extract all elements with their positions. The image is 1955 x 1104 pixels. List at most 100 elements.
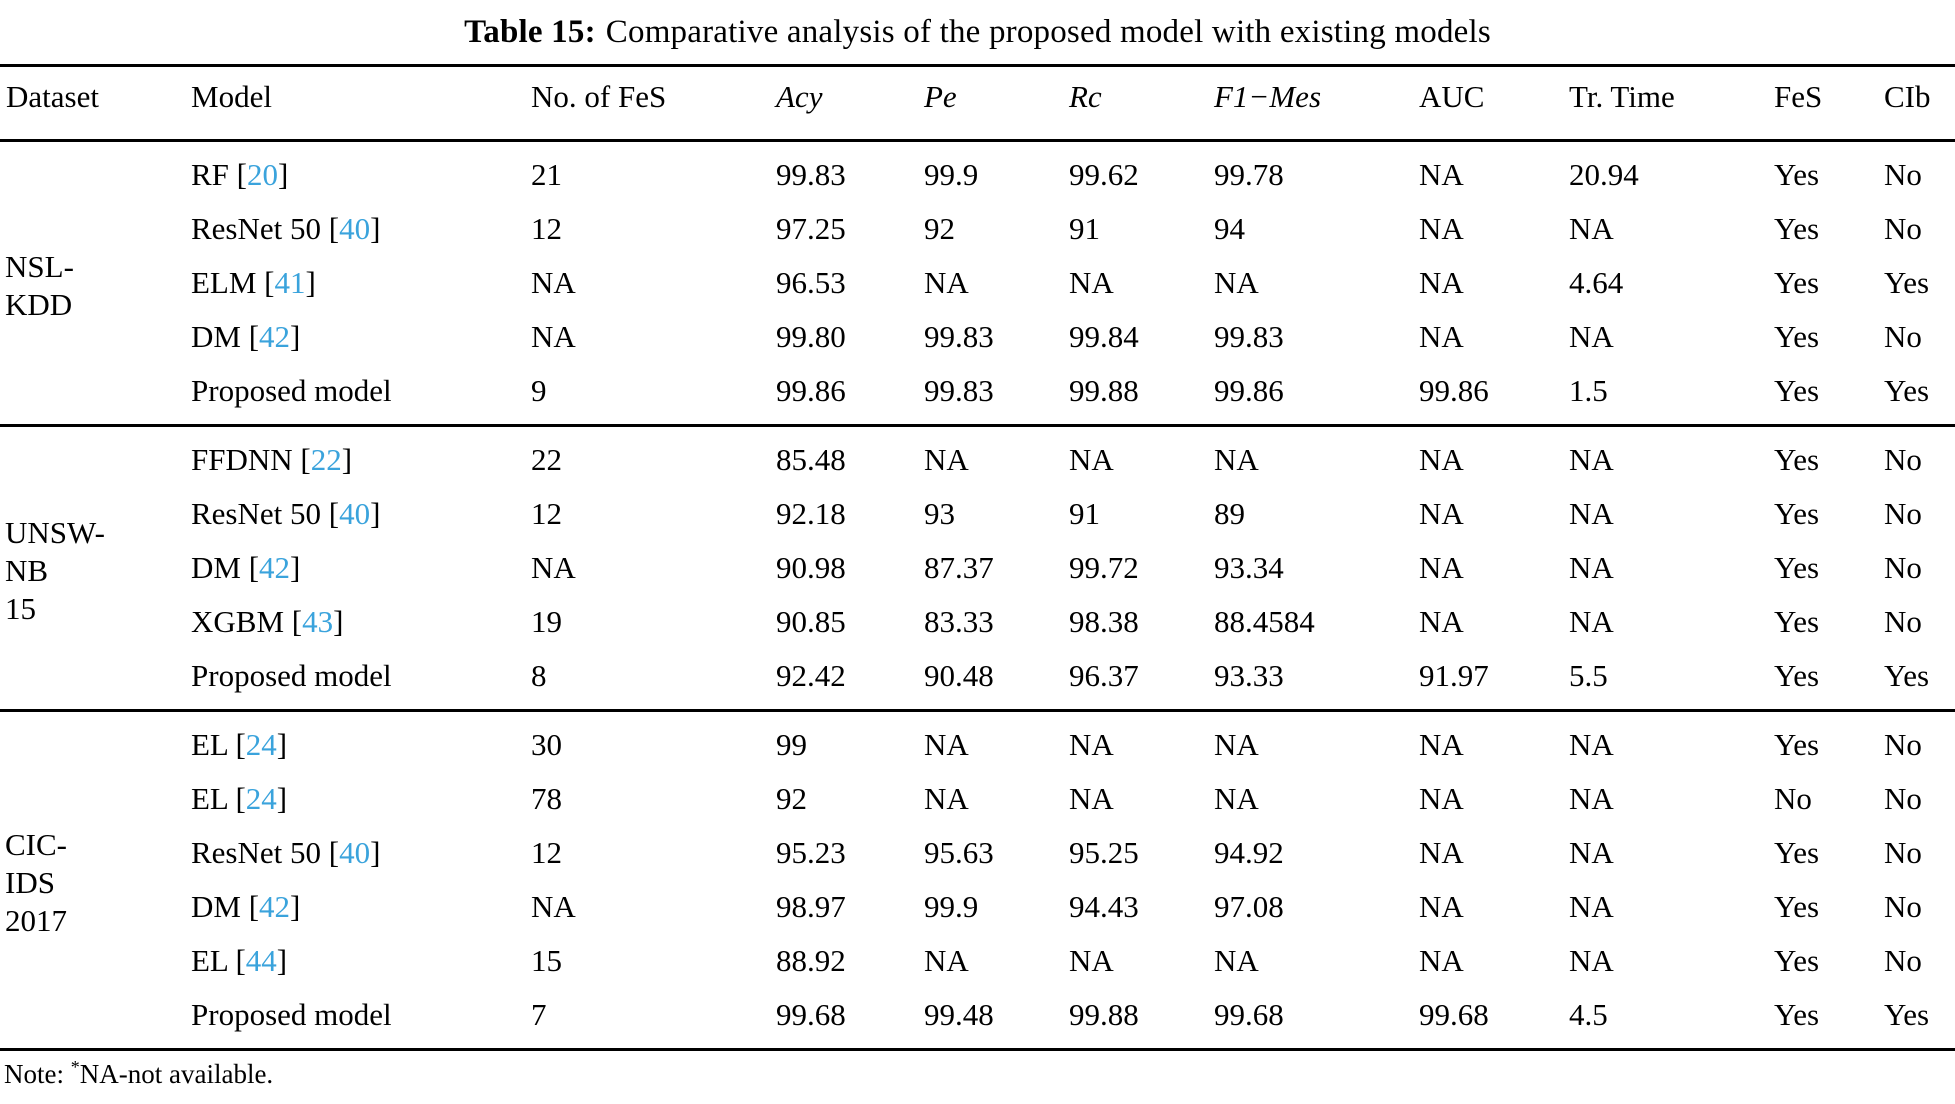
value-cell: NA [1214, 442, 1259, 477]
table-row: XGBM [43] 19 90.85 83.33 98.38 88.4584 NA NA Yes… [0, 595, 1955, 649]
value-cell: Yes [1774, 943, 1820, 978]
value-cell: 4.64 [1569, 265, 1624, 300]
value-cell: NA [1569, 442, 1614, 477]
citation-link[interactable]: 24 [245, 781, 277, 816]
model-cell: EL [24] [191, 727, 288, 762]
value-cell: Yes [1774, 727, 1820, 762]
table-row: DM [42] NA 99.80 99.83 99.84 99.83 NA NA Yes No [0, 310, 1955, 364]
citation-link[interactable]: 20 [247, 157, 278, 192]
model-cell: ResNet 50 [40] [191, 835, 381, 870]
table-row: EL [24] 78 92 NA NA NA NA NA No No [0, 772, 1955, 826]
value-cell: Yes [1774, 211, 1820, 246]
value-cell: No [1884, 442, 1922, 477]
value-cell: 98.38 [1069, 604, 1139, 639]
citation-link[interactable]: 40 [339, 211, 371, 246]
value-cell: 99.72 [1069, 550, 1139, 585]
value-cell: 99.83 [924, 373, 994, 408]
value-cell: 94.92 [1214, 835, 1284, 870]
table-caption-label: Table 15: [464, 14, 596, 50]
value-cell: 90.85 [776, 604, 846, 639]
value-cell: 90.48 [924, 658, 994, 693]
dataset-label-line: NSL- [5, 249, 74, 285]
citation-link[interactable]: 40 [339, 496, 371, 531]
value-cell: 99.62 [1069, 157, 1139, 192]
value-cell: 99.83 [924, 319, 994, 354]
value-cell: 1.5 [1569, 373, 1608, 408]
dataset-label-line: 2017 [5, 902, 67, 938]
value-cell: NA [1569, 604, 1614, 639]
value-cell: NA [1419, 319, 1464, 354]
value-cell: 95.25 [1069, 835, 1139, 870]
value-cell: No [1884, 157, 1922, 192]
value-cell: NA [1419, 727, 1464, 762]
value-cell: 22 [531, 442, 562, 477]
value-cell: Yes [1774, 604, 1820, 639]
citation-link[interactable]: 42 [259, 319, 291, 354]
dataset-label: NSL- KDD [0, 141, 185, 426]
value-cell: NA [1419, 943, 1464, 978]
dataset-label-line: UNSW- [5, 515, 105, 551]
citation-link[interactable]: 41 [274, 265, 306, 300]
value-cell: 93.33 [1214, 658, 1284, 693]
citation-link[interactable]: 44 [245, 943, 277, 978]
value-cell: 99.88 [1069, 373, 1139, 408]
value-cell: 94.43 [1069, 889, 1139, 924]
value-cell: 12 [531, 496, 562, 531]
value-cell: 20.94 [1569, 157, 1639, 192]
value-cell: Yes [1884, 265, 1930, 300]
value-cell: 9 [531, 373, 547, 408]
value-cell: 99.48 [924, 997, 994, 1032]
citation-link[interactable]: 24 [245, 727, 277, 762]
value-cell: 92.42 [776, 658, 846, 693]
value-cell: NA [1569, 889, 1614, 924]
table-row: ELM [41] NA 96.53 NA NA NA NA 4.64 Yes Yes [0, 256, 1955, 310]
col-header-cib: CIb [1878, 65, 1955, 142]
col-header-rc: Rc [1063, 65, 1208, 142]
value-cell: NA [1069, 727, 1114, 762]
value-cell: No [1884, 550, 1922, 585]
value-cell: NA [1419, 265, 1464, 300]
model-cell: XGBM [43] [191, 604, 344, 639]
value-cell: 99 [776, 727, 807, 762]
citation-link[interactable]: 42 [259, 550, 291, 585]
col-header-tr-time: Tr. Time [1563, 65, 1768, 142]
value-cell: NA [924, 265, 969, 300]
value-cell: No [1884, 319, 1922, 354]
model-cell: Proposed model [191, 997, 392, 1032]
note-text: NA-not available. [79, 1059, 274, 1089]
citation-link[interactable]: 40 [339, 835, 371, 870]
value-cell: Yes [1774, 997, 1820, 1032]
citation-link[interactable]: 22 [310, 442, 342, 477]
value-cell: 91 [1069, 496, 1100, 531]
note-prefix: Note: [4, 1059, 71, 1089]
value-cell: Yes [1774, 319, 1820, 354]
value-cell: 91 [1069, 211, 1100, 246]
model-cell: ResNet 50 [40] [191, 496, 381, 531]
value-cell: Yes [1774, 157, 1820, 192]
value-cell: Yes [1774, 658, 1820, 693]
table-note: Note: *NA-not available. [0, 1057, 1955, 1090]
value-cell: Yes [1774, 265, 1820, 300]
value-cell: 30 [531, 727, 562, 762]
value-cell: No [1884, 727, 1922, 762]
value-cell: Yes [1774, 889, 1820, 924]
value-cell: NA [1569, 781, 1614, 816]
value-cell: 91.97 [1419, 658, 1489, 693]
value-cell: No [1884, 604, 1922, 639]
value-cell: NA [924, 943, 969, 978]
value-cell: 99.68 [1214, 997, 1284, 1032]
value-cell: NA [1419, 550, 1464, 585]
table-row: DM [42] NA 90.98 87.37 99.72 93.34 NA NA Yes No [0, 541, 1955, 595]
citation-link[interactable]: 43 [302, 604, 334, 639]
value-cell: NA [1569, 727, 1614, 762]
model-cell: DM [42] [191, 889, 301, 924]
citation-link[interactable]: 42 [259, 889, 291, 924]
dataset-label-line: KDD [5, 287, 73, 322]
value-cell: 93 [924, 496, 955, 531]
note-asterisk: * [70, 1057, 80, 1077]
value-cell: NA [1214, 781, 1259, 816]
table-row: DM [42] NA 98.97 99.9 94.43 97.08 NA NA Yes No [0, 880, 1955, 934]
value-cell: 12 [531, 211, 562, 246]
header-row: Dataset Model No. of FeS Acy Pe Rc F1−Me… [0, 65, 1955, 142]
